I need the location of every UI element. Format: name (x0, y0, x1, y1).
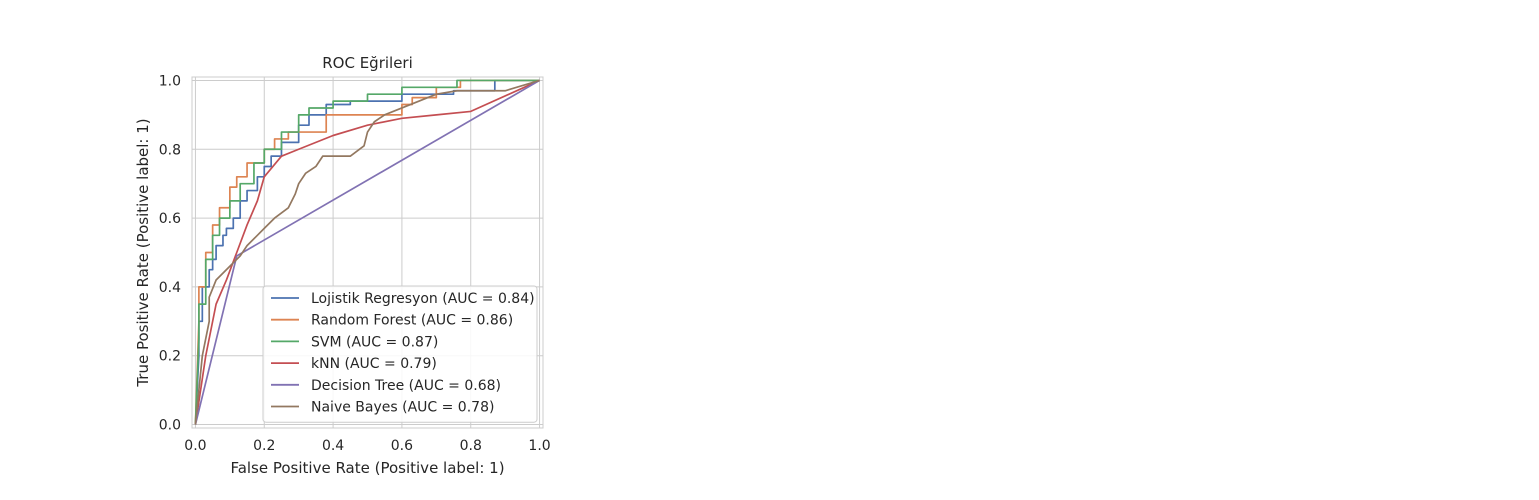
legend-label-4: Decision Tree (AUC = 0.68) (311, 378, 501, 394)
x-axis-ticks: 0.0 0.2 0.4 0.6 0.8 1.0 (184, 438, 550, 454)
legend-label-1: Random Forest (AUC = 0.86) (311, 313, 513, 329)
legend-label-5: Naive Bayes (AUC = 0.78) (311, 400, 494, 416)
y-tick-label: 1.0 (159, 73, 181, 89)
series-line-2 (194, 79, 540, 425)
y-tick-label: 0.2 (159, 349, 181, 365)
y-tick-label: 0.0 (159, 418, 181, 434)
series-lines (194, 79, 540, 425)
series-line-4 (194, 79, 540, 425)
y-tick-label: 0.6 (159, 211, 181, 227)
x-tick-label: 0.8 (460, 438, 482, 454)
y-tick-label: 0.4 (159, 280, 181, 296)
y-tick-label: 0.8 (159, 142, 181, 158)
x-axis-label: False Positive Rate (Positive label: 1) (230, 459, 504, 477)
x-tick-label: 0.4 (322, 438, 344, 454)
legend-label-0: Lojistik Regresyon (AUC = 0.84) (311, 291, 535, 307)
legend-box (262, 285, 538, 423)
x-tick-label: 0.6 (391, 438, 413, 454)
series-line-3 (194, 79, 540, 425)
x-tick-label: 0.0 (184, 438, 206, 454)
x-tick-label: 0.2 (253, 438, 275, 454)
x-tick-label: 1.0 (528, 438, 550, 454)
y-axis-label: True Positive Rate (Positive label: 1) (134, 118, 152, 387)
legend-label-3: kNN (AUC = 0.79) (311, 356, 437, 372)
y-axis-ticks: 0.0 0.2 0.4 0.6 0.8 1.0 (159, 73, 181, 433)
legend: Lojistik Regresyon (AUC = 0.84) Random Fo… (262, 285, 538, 423)
legend-label-2: SVM (AUC = 0.87) (311, 334, 438, 350)
series-line-5 (194, 79, 540, 425)
chart-title: ROC Eğrileri (322, 54, 413, 72)
